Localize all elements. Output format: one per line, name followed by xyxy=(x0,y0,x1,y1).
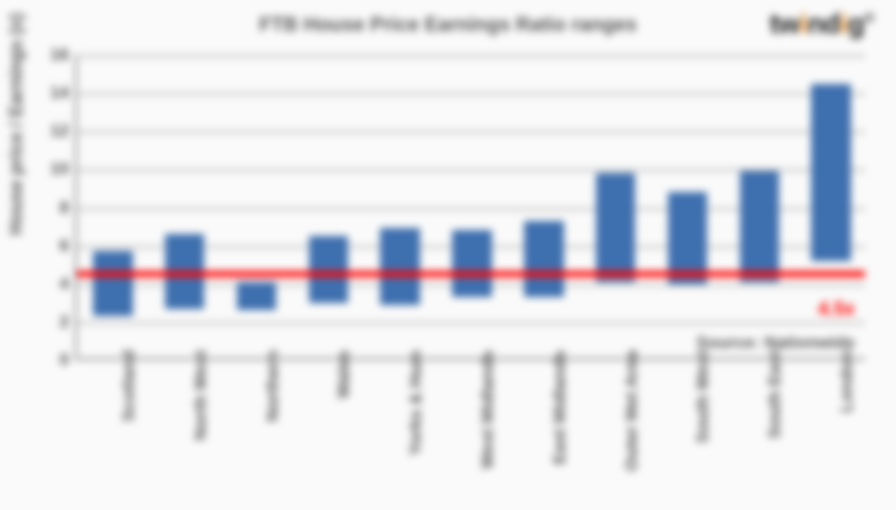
x-tick-label: South West xyxy=(693,350,713,443)
range-bar xyxy=(740,171,780,282)
range-bar xyxy=(524,221,564,297)
x-tick-label: Wales xyxy=(334,350,354,399)
y-tick-label: 4 xyxy=(60,274,77,294)
range-bar xyxy=(668,192,708,284)
y-tick-label: 10 xyxy=(50,159,77,179)
x-tick-label: North West xyxy=(191,350,211,440)
x-tick-label: East Midlands xyxy=(550,350,570,464)
y-tick-label: 12 xyxy=(50,121,77,141)
range-bar xyxy=(452,230,492,297)
brand-logo: twindig® xyxy=(770,8,874,40)
range-bar xyxy=(309,236,349,303)
y-tick-label: 16 xyxy=(50,45,77,65)
range-bar xyxy=(237,282,277,311)
reference-line xyxy=(77,271,865,277)
x-tick-label: London xyxy=(837,350,857,412)
x-tick-label: West Midlands xyxy=(478,350,498,469)
source-attribution: Source: Nationwide xyxy=(696,333,855,353)
reference-line-label: 4.5x xyxy=(818,299,855,321)
range-bar xyxy=(811,84,851,261)
gridline xyxy=(77,55,865,57)
x-tick-label: Northern xyxy=(263,350,283,422)
y-tick-label: 6 xyxy=(60,236,77,256)
y-tick-label: 8 xyxy=(60,198,77,218)
x-tick-label: Yorks & Hum xyxy=(406,350,426,456)
gridline xyxy=(77,131,865,133)
chart-title: FTB House Price Earnings Ratio ranges xyxy=(0,14,896,37)
range-bar xyxy=(380,228,420,304)
range-bar xyxy=(596,173,636,282)
y-tick-label: 14 xyxy=(50,83,77,103)
y-tick-label: 0 xyxy=(60,350,77,370)
plot-area: 0246810121416ScotlandNorth WestNorthernW… xyxy=(75,55,865,360)
y-tick-label: 2 xyxy=(60,312,77,332)
x-tick-label: South East xyxy=(765,350,785,439)
gridline xyxy=(77,322,865,324)
x-tick-label: Outer Met Area xyxy=(622,350,642,471)
gridline xyxy=(77,93,865,95)
range-bar xyxy=(93,251,133,316)
x-tick-label: Scotland xyxy=(119,350,139,422)
y-axis-label: House price / Earnings (x) xyxy=(6,13,27,235)
